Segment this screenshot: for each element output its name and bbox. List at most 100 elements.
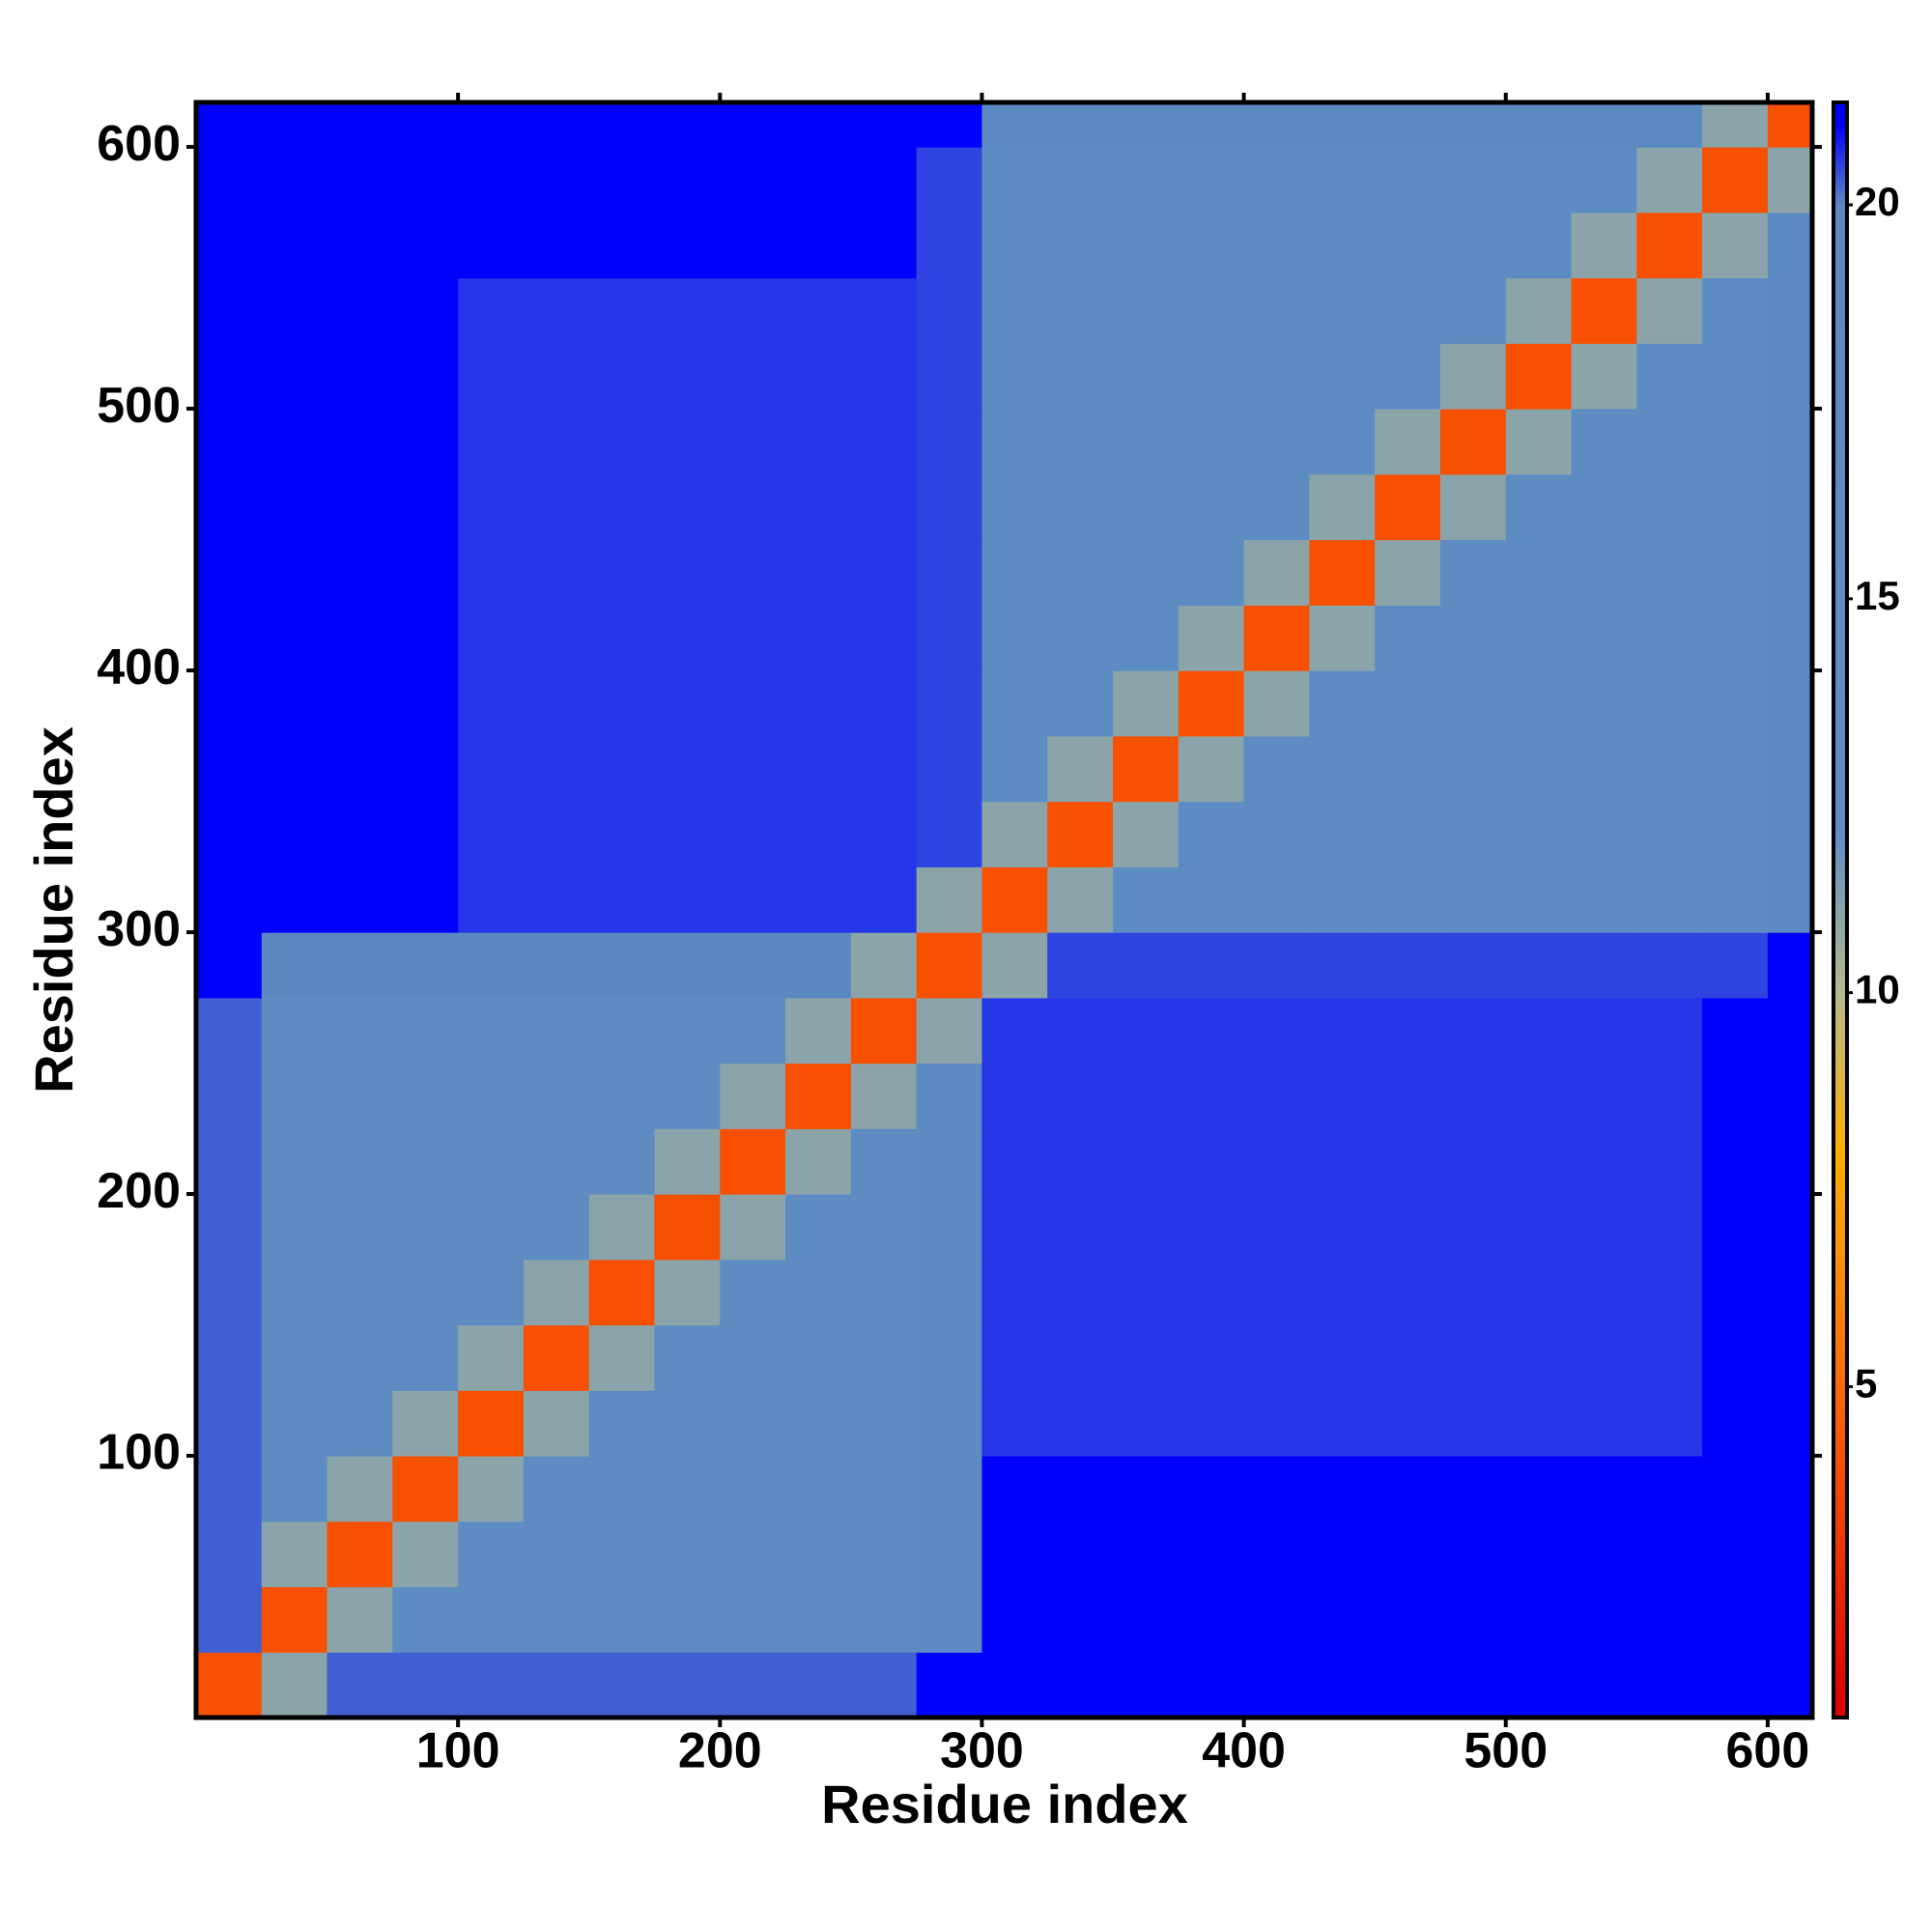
heatmap-cell	[1505, 1390, 1573, 1457]
heatmap-cell	[1113, 147, 1179, 213]
heatmap-cell	[1439, 409, 1507, 475]
heatmap-cell	[1767, 277, 1813, 344]
heatmap-cell	[1243, 670, 1310, 737]
heatmap-cell	[916, 539, 983, 606]
heatmap-cell	[1113, 277, 1179, 344]
heatmap-cell	[785, 102, 852, 148]
heatmap-cell	[1113, 1586, 1179, 1653]
heatmap-cell	[1243, 147, 1310, 213]
heatmap-cell	[1243, 1652, 1310, 1719]
heatmap-cell	[1178, 102, 1245, 148]
heatmap-cell	[458, 102, 525, 148]
heatmap-cell	[327, 801, 393, 867]
heatmap-cell	[588, 212, 656, 279]
heatmap-cell	[392, 801, 459, 867]
x-tick-label: 300	[940, 1723, 1024, 1779]
heatmap-cell	[785, 343, 852, 410]
heatmap-cell	[327, 1324, 393, 1391]
heatmap-cell	[1702, 539, 1769, 606]
heatmap-cell	[1767, 343, 1813, 410]
heatmap-cell	[720, 1194, 786, 1261]
heatmap-cell	[654, 1390, 721, 1457]
heatmap-cell	[981, 102, 1048, 148]
heatmap-cell	[458, 932, 525, 999]
heatmap-cell	[1505, 1259, 1573, 1326]
heatmap-cell	[1767, 670, 1813, 737]
heatmap-cell	[1309, 1586, 1376, 1653]
heatmap-cell	[1178, 1194, 1245, 1261]
heatmap-cell	[916, 1456, 983, 1522]
heatmap-cell	[588, 1128, 656, 1195]
heatmap-cell	[1439, 1259, 1507, 1326]
heatmap-cell	[1439, 801, 1507, 867]
heatmap-cell	[1375, 670, 1441, 737]
y-tick-label: 600	[97, 116, 181, 172]
heatmap-cell	[1636, 1586, 1703, 1653]
heatmap-cell	[1702, 1324, 1769, 1391]
heatmap-cell	[1571, 1259, 1637, 1326]
heatmap-cell	[523, 1520, 590, 1588]
heatmap-cell	[1309, 735, 1376, 803]
heatmap-cell	[1439, 102, 1507, 148]
heatmap-cell	[392, 1324, 459, 1391]
heatmap-cell	[523, 1652, 590, 1719]
heatmap-cell	[1767, 997, 1813, 1065]
heatmap-cell	[1178, 1652, 1245, 1719]
heatmap-cell	[1571, 867, 1637, 933]
heatmap-cell	[196, 801, 263, 867]
heatmap-cell	[588, 1259, 656, 1326]
heatmap-cell	[1375, 735, 1441, 803]
heatmap-cell	[916, 1586, 983, 1653]
heatmap-cell	[588, 670, 656, 737]
x-tick-label: 400	[1202, 1723, 1286, 1779]
heatmap-cell	[1375, 801, 1441, 867]
heatmap-cell	[1178, 1128, 1245, 1195]
heatmap-cell	[1571, 801, 1637, 867]
heatmap-cell	[916, 473, 983, 541]
heatmap-cell	[1702, 1128, 1769, 1195]
heatmap-cell	[1113, 1652, 1179, 1719]
y-tick-label: 500	[97, 378, 181, 434]
heatmap-cell	[1636, 670, 1703, 737]
heatmap-cell	[1505, 473, 1573, 541]
heatmap-cell	[1636, 1520, 1703, 1588]
heatmap-cell	[1047, 539, 1114, 606]
heatmap-cell	[1439, 1652, 1507, 1719]
heatmap-cell	[196, 735, 263, 803]
heatmap-cell	[588, 277, 656, 344]
heatmap-cell	[523, 670, 590, 737]
heatmap-cell	[916, 277, 983, 344]
heatmap-cell	[1439, 867, 1507, 933]
heatmap-cell	[981, 343, 1048, 410]
heatmap-cell	[850, 605, 918, 671]
heatmap-cell	[196, 867, 263, 933]
heatmap-cell	[1047, 1652, 1114, 1719]
heatmap-cell	[392, 343, 459, 410]
heatmap-cell	[785, 212, 852, 279]
heatmap-cell	[1375, 277, 1441, 344]
heatmap-cell	[1309, 670, 1376, 737]
heatmap-cell	[588, 1390, 656, 1457]
heatmap-cell	[654, 212, 721, 279]
heatmap-cell	[327, 277, 393, 344]
heatmap-cell	[1113, 1194, 1179, 1261]
heatmap-cell	[1375, 473, 1441, 541]
heatmap-cell	[261, 1586, 328, 1653]
heatmap-cell	[392, 1390, 459, 1457]
y-axis-label: Residue index	[23, 726, 84, 1094]
heatmap-cell	[981, 670, 1048, 737]
heatmap-cell	[261, 1324, 328, 1391]
heatmap-cell	[785, 1063, 852, 1129]
heatmap-cell	[850, 997, 918, 1065]
heatmap-cell	[654, 867, 721, 933]
heatmap-cell	[1243, 1063, 1310, 1129]
heatmap-cell	[1178, 1520, 1245, 1588]
heatmap-cell	[1571, 147, 1637, 213]
heatmap-cell	[523, 605, 590, 671]
heatmap-cell	[1309, 343, 1376, 410]
heatmap-cell	[327, 1520, 393, 1588]
heatmap-cell	[1571, 1652, 1637, 1719]
heatmap-cell	[261, 409, 328, 475]
heatmap-cell	[261, 343, 328, 410]
